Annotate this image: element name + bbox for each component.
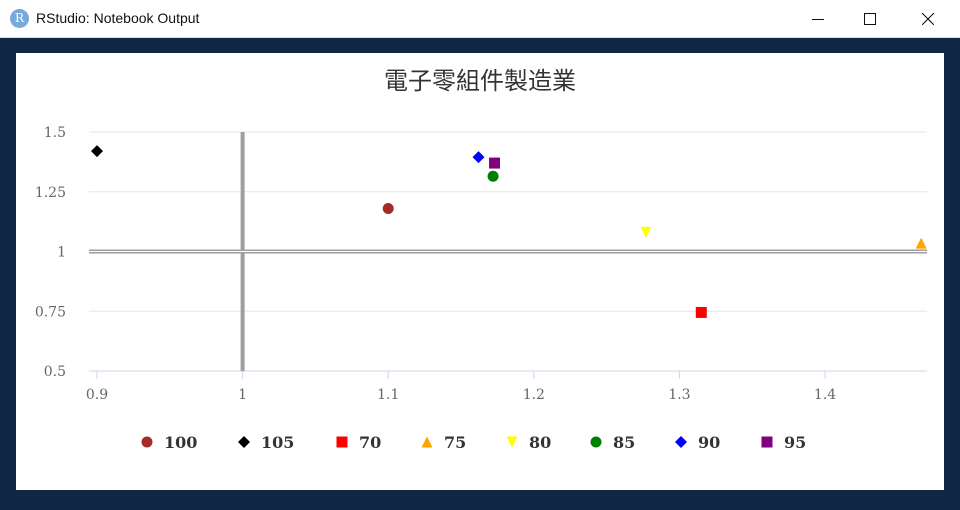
data-point-85	[487, 170, 499, 182]
data-point-105	[91, 145, 103, 158]
legend-item-95[interactable]: 95	[784, 433, 806, 452]
scatter-chart: 電子零組件製造業 0.5 0.75 1 1.25 1.5 0.9 1 1.1 1.2 1.3 1.4…	[35, 67, 927, 452]
x-tick-label: 1.2	[523, 387, 545, 403]
rstudio-icon: R	[10, 9, 29, 28]
legend-item-100[interactable]: 100	[164, 433, 197, 452]
x-tick-label: 1.4	[814, 387, 836, 403]
data-point-80	[640, 226, 652, 238]
y-tick-label: 1.5	[44, 125, 66, 141]
legend-symbol-90	[675, 436, 687, 448]
legend-item-75[interactable]: 75	[444, 433, 466, 452]
minimize-button[interactable]	[795, 0, 841, 37]
x-tick-label: 1.1	[377, 387, 399, 403]
close-button[interactable]	[905, 0, 951, 37]
data-point-95	[489, 157, 501, 169]
y-tick-label: 1.25	[35, 185, 66, 201]
legend-symbol-85	[590, 436, 602, 448]
legend-symbol-70	[336, 436, 348, 448]
data-point-90	[472, 151, 485, 164]
axes: 0.5 0.75 1 1.25 1.5 0.9 1 1.1 1.2 1.3 1.4	[35, 125, 927, 403]
maximize-icon	[864, 12, 876, 25]
legend-symbol-75	[421, 436, 433, 448]
legend: 100 105 70 75 80 85 90 95	[141, 433, 806, 452]
x-tick-label: 0.9	[86, 387, 108, 403]
y-tick-label: 0.5	[44, 364, 66, 380]
legend-symbol-95	[761, 436, 773, 448]
legend-symbol-105	[238, 436, 250, 448]
data-points	[91, 145, 927, 318]
x-tick-label: 1.3	[668, 387, 690, 403]
legend-symbol-100	[141, 436, 153, 448]
legend-item-80[interactable]: 80	[529, 433, 551, 452]
x-tick-label: 1	[238, 387, 247, 403]
data-point-70	[695, 306, 707, 318]
window-title: RStudio: Notebook Output	[36, 10, 200, 26]
close-icon	[922, 12, 934, 25]
reference-lines	[89, 132, 927, 371]
chart-panel: 電子零組件製造業 0.5 0.75 1 1.25 1.5 0.9 1 1.1 1.2 1.3 1.4…	[16, 53, 944, 490]
data-point-75	[915, 237, 927, 249]
legend-item-105[interactable]: 105	[261, 433, 294, 452]
legend-item-70[interactable]: 70	[359, 433, 381, 452]
legend-item-90[interactable]: 90	[698, 433, 720, 452]
minimize-icon	[812, 18, 824, 20]
y-tick-label: 0.75	[35, 304, 66, 320]
chart-title: 電子零組件製造業	[384, 67, 576, 95]
y-tick-label: 1	[57, 245, 66, 261]
maximize-button[interactable]	[847, 0, 893, 37]
data-point-100	[382, 202, 394, 214]
window-titlebar: R RStudio: Notebook Output	[0, 0, 960, 38]
legend-item-85[interactable]: 85	[613, 433, 635, 452]
legend-symbol-80	[506, 436, 518, 448]
